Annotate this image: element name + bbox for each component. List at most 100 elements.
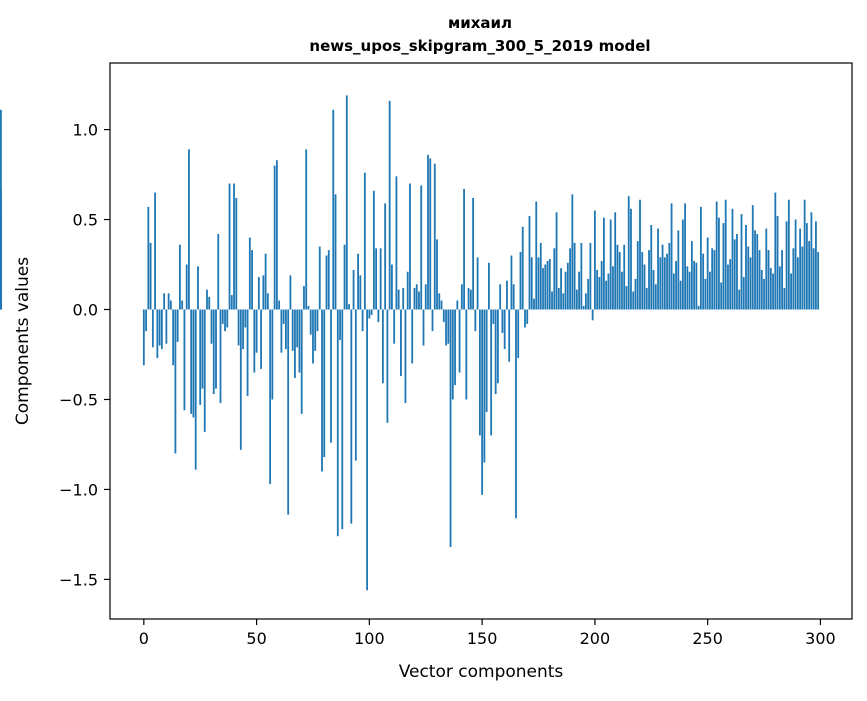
x-tick-label: 250 — [692, 629, 723, 648]
bar — [569, 248, 571, 310]
bar — [377, 309, 380, 323]
bar — [679, 280, 682, 310]
chart-title-line-1: михаил — [448, 14, 512, 32]
bar — [612, 266, 614, 310]
bar — [411, 309, 414, 364]
bar — [494, 309, 497, 395]
bar — [557, 287, 560, 310]
bar — [469, 289, 472, 310]
bar — [808, 241, 811, 310]
bar — [427, 154, 429, 310]
bar — [472, 197, 474, 310]
bar — [582, 305, 585, 310]
bar — [727, 264, 729, 310]
chart-title-line-2: news_upos_skipgram_300_5_2019 model — [309, 37, 650, 55]
bar — [483, 309, 486, 463]
bar — [343, 244, 346, 310]
bar — [219, 309, 222, 404]
bar — [391, 264, 393, 310]
bar-series — [0, 95, 820, 591]
bar — [237, 309, 240, 346]
x-axis-label: Vector components — [399, 662, 564, 682]
bar — [796, 257, 799, 310]
bar — [713, 250, 716, 310]
bar — [603, 217, 605, 310]
bar — [641, 251, 644, 310]
bar — [720, 282, 723, 310]
x-tick-label: 0 — [139, 629, 149, 648]
bar — [605, 280, 608, 310]
bar — [251, 250, 253, 310]
bar — [616, 244, 619, 310]
bar — [246, 309, 249, 396]
bar — [275, 160, 278, 310]
bar — [384, 203, 387, 310]
bar — [754, 230, 756, 310]
bar — [271, 309, 274, 400]
bar — [406, 271, 409, 310]
bar — [381, 309, 384, 384]
bar — [535, 201, 538, 310]
bar — [379, 248, 382, 310]
bar — [799, 228, 802, 310]
bar — [817, 251, 820, 310]
bar — [465, 309, 468, 400]
bar — [699, 206, 702, 310]
bar — [731, 208, 734, 310]
bar — [327, 250, 330, 310]
bar — [156, 309, 159, 359]
bar — [332, 109, 335, 310]
bar — [485, 309, 488, 413]
bar — [478, 309, 481, 436]
bar — [154, 192, 156, 310]
bar — [521, 226, 524, 310]
bar — [553, 248, 556, 310]
bar — [393, 309, 396, 344]
bar — [372, 190, 375, 310]
bar — [228, 183, 231, 310]
bar — [402, 287, 405, 310]
bar — [774, 192, 777, 310]
bar — [544, 264, 547, 310]
bar — [607, 273, 610, 310]
bar — [206, 289, 208, 310]
bar — [203, 309, 206, 432]
bar — [763, 278, 765, 310]
bar — [305, 149, 308, 310]
bar — [163, 293, 166, 310]
bar — [458, 309, 461, 373]
bar — [738, 289, 741, 310]
bar — [388, 100, 391, 310]
bar — [573, 242, 576, 310]
bar — [769, 268, 772, 310]
bar — [706, 237, 709, 310]
bar — [255, 309, 258, 353]
bar — [562, 293, 565, 310]
bar — [790, 273, 792, 310]
bar — [318, 246, 321, 310]
bar — [339, 309, 341, 341]
bar — [589, 242, 592, 310]
bar — [481, 309, 484, 495]
bar — [350, 309, 353, 524]
bar — [492, 309, 495, 324]
x-tick-label: 300 — [805, 629, 836, 648]
bar — [280, 309, 283, 353]
bar — [278, 300, 281, 310]
bar — [598, 277, 601, 310]
bar — [528, 215, 531, 310]
bar — [512, 284, 515, 310]
bar — [630, 208, 632, 310]
bar — [609, 219, 612, 310]
y-tick-label: 0.5 — [73, 211, 98, 230]
bar — [307, 305, 310, 310]
bar — [506, 280, 508, 310]
bar — [357, 253, 359, 310]
bar — [447, 309, 450, 344]
bar — [257, 277, 260, 310]
bar — [666, 253, 668, 310]
bar — [145, 309, 147, 332]
bar — [526, 309, 529, 324]
bar — [591, 309, 594, 321]
bar — [542, 268, 544, 310]
